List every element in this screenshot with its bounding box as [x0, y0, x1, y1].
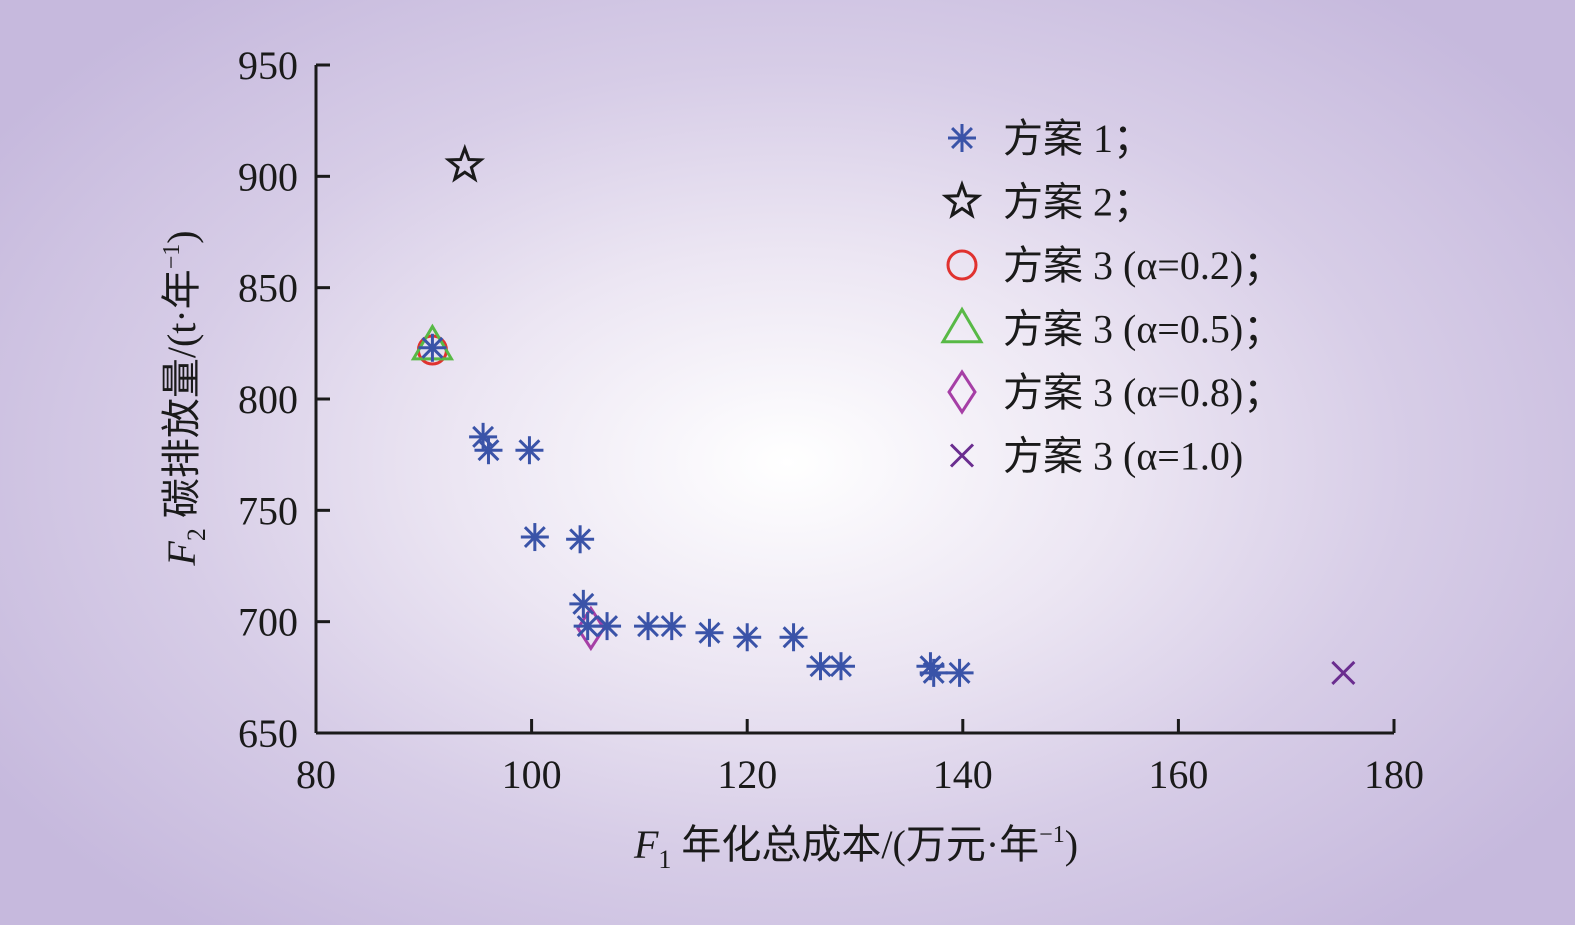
data-marks — [410, 143, 1356, 687]
point-asterisk — [520, 523, 549, 552]
y-axis-title-text: 碳排放量/(t·年 — [159, 269, 204, 528]
point-x — [1331, 660, 1356, 685]
y-axis-title-var: F — [159, 541, 204, 567]
point-asterisk — [779, 623, 808, 652]
y-tick-label: 850 — [238, 266, 298, 311]
x-tick-label: 120 — [717, 752, 777, 797]
point-asterisk — [566, 525, 595, 554]
point-asterisk — [634, 612, 663, 641]
x-tick-label: 100 — [502, 752, 562, 797]
legend-label: 方案 3 (α=0.5)； — [1003, 307, 1283, 352]
point-asterisk — [569, 589, 598, 618]
legend-label: 方案 3 (α=1.0) — [1003, 434, 1243, 479]
point-asterisk — [695, 618, 724, 647]
point-asterisk — [919, 658, 948, 687]
x-tick-label: 140 — [933, 752, 993, 797]
point-asterisk — [945, 658, 974, 687]
legend-label: 方案 1； — [1003, 116, 1153, 161]
x-axis-title-sup: −1 — [1039, 822, 1065, 848]
legend-marker-diamond — [947, 369, 977, 415]
legend-marker-x — [949, 443, 975, 468]
y-tick-label: 900 — [238, 154, 298, 199]
x-tick-label: 80 — [296, 752, 336, 797]
y-tick-label: 800 — [238, 377, 298, 422]
legend: 方案 1； 方案 2； 方案 3 (α=0.2)； 方案 3 (α=0.5)； 方案 3… — [940, 116, 1283, 479]
x-axis-title: F1 年化总成本/(万元·年−1) — [633, 822, 1078, 874]
y-tick-label: 650 — [238, 711, 298, 756]
legend-label: 方案 2； — [1003, 180, 1153, 225]
y-axis-title-sup: −1 — [159, 244, 185, 270]
point-asterisk — [657, 612, 686, 641]
point-asterisk — [826, 652, 855, 681]
x-axis-title-var: F — [633, 822, 659, 867]
legend-label: 方案 3 (α=0.2)； — [1003, 243, 1283, 288]
x-axis-title-text: 年化总成本/(万元·年 — [671, 822, 1039, 867]
x-axis-title-close: ) — [1065, 822, 1078, 867]
legend-marker-star — [941, 180, 983, 219]
y-axis-title-sub: 2 — [182, 528, 211, 541]
x-tick-label: 180 — [1364, 752, 1424, 797]
axes: 80 100 120 140 160 180 650 700 750 800 850 900 950 — [238, 43, 1424, 797]
legend-marker-triangle — [940, 306, 984, 344]
legend-label: 方案 3 (α=0.8)； — [1003, 370, 1283, 415]
legend-marker-circle — [946, 249, 978, 281]
y-tick-label: 950 — [238, 43, 298, 88]
point-star — [444, 143, 486, 183]
y-tick-label: 700 — [238, 600, 298, 645]
point-asterisk — [474, 436, 503, 465]
point-asterisk — [593, 612, 622, 641]
point-asterisk — [515, 436, 544, 465]
legend-marker-asterisk — [948, 124, 976, 152]
y-tick-label: 750 — [238, 488, 298, 533]
x-tick-label: 160 — [1148, 752, 1208, 797]
point-asterisk — [418, 333, 447, 362]
x-axis-title-sub: 1 — [658, 845, 671, 874]
point-asterisk — [733, 623, 762, 652]
y-axis-title-close: ) — [159, 230, 204, 243]
y-axis-title: F2 碳排放量/(t·年−1) — [159, 230, 211, 566]
